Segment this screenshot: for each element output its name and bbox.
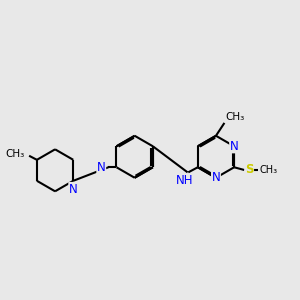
- Text: N: N: [97, 161, 106, 174]
- Text: CH₃: CH₃: [226, 112, 245, 122]
- Text: NH: NH: [176, 174, 194, 187]
- Text: CH₃: CH₃: [259, 165, 277, 175]
- Text: S: S: [245, 164, 254, 176]
- Text: N: N: [69, 182, 78, 196]
- Text: N: N: [230, 140, 239, 153]
- Text: CH₃: CH₃: [6, 149, 25, 159]
- Text: N: N: [212, 171, 220, 184]
